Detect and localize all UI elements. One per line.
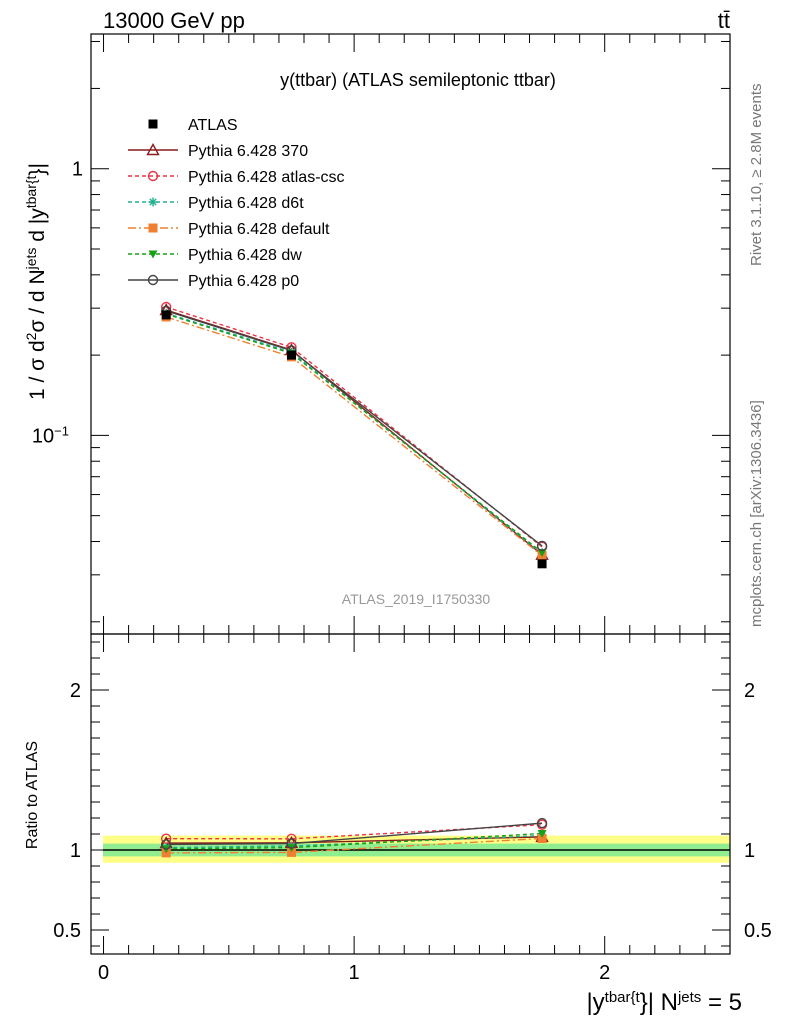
legend-marker-0 — [146, 143, 160, 156]
ratio-series-point-5 — [286, 838, 297, 849]
atlas-data-point — [537, 559, 547, 569]
main-series-point-5 — [536, 540, 548, 552]
main-panel: y(ttbar) (ATLAS semileptonic ttbar) ATLA… — [23, 33, 731, 635]
ratio-series-line-3 — [166, 837, 543, 854]
main-series-markers — [159, 301, 549, 569]
x-axis-label: |ytbar{t}| Njets = 5 — [586, 989, 742, 1017]
main-series-line-0 — [165, 309, 543, 556]
main-y-axis-label: 1 / σ d2σ / d Njets d |ytbar{t}| — [23, 163, 49, 400]
legend-label-3: Pythia 6.428 default — [188, 221, 330, 238]
legend-label-1: Pythia 6.428 atlas-csc — [188, 169, 345, 186]
mcplots-label: mcplots.cern.ch [arXiv:1306.3436] — [748, 400, 765, 627]
legend-label-atlas: ATLAS — [188, 117, 238, 134]
ratio-y-tick-label-left: 1 — [70, 840, 81, 862]
legend-marker-4 — [148, 250, 158, 259]
header-energy-label: 13000 GeV pp — [103, 8, 245, 33]
ratio-frame — [90, 633, 731, 955]
x-tick-label: 2 — [599, 962, 610, 984]
legend-label-4: Pythia 6.428 dw — [188, 247, 302, 264]
legend-marker-atlas — [148, 119, 158, 129]
legend-marker-2 — [148, 197, 158, 207]
main-series-line-4 — [165, 313, 543, 553]
ratio-y-tick-label-right: 1 — [744, 840, 755, 862]
ratio-axis-ticks: 0.5 0.5 1 1 2 2 0 1 2 — [53, 634, 772, 984]
header-process-label: tt̄ — [718, 8, 730, 33]
atlas-data-point — [161, 310, 171, 320]
main-frame — [90, 33, 731, 635]
ratio-series-point-3 — [286, 847, 296, 857]
ratio-series-point-5 — [536, 817, 548, 829]
ratio-y-tick-label-left: 0.5 — [53, 920, 81, 942]
main-y-tick-label: 10−1 — [32, 423, 69, 448]
legend-marker-3 — [148, 223, 158, 233]
main-series-lines — [165, 306, 543, 557]
rivet-version-label: Rivet 3.1.10, ≥ 2.8M events — [748, 84, 765, 267]
x-tick-label: 1 — [349, 962, 360, 984]
ratio-y-axis-label: Ratio to ATLAS — [24, 741, 41, 849]
main-y-tick-label: 1 — [72, 159, 83, 181]
legend-label-2: Pythia 6.428 d6t — [188, 195, 304, 212]
legend-marker-5 — [147, 274, 159, 286]
analysis-watermark: ATLAS_2019_I1750330 — [342, 591, 491, 607]
ratio-y-tick-label-left: 2 — [70, 680, 81, 702]
main-axis-ticks: 1 10−1 — [32, 34, 731, 634]
atlas-data-point — [286, 350, 296, 360]
plot-title: y(ttbar) (ATLAS semileptonic ttbar) — [280, 70, 556, 90]
ratio-panel: 0.5 0.5 1 1 2 2 0 1 2 Ratio to ATLAS |ytbar{t}| … — [24, 633, 772, 1017]
ratio-series-point-3 — [537, 833, 547, 843]
legend-marker-1 — [147, 170, 159, 182]
ratio-y-tick-label-right: 2 — [744, 680, 755, 702]
ratio-series-markers — [159, 817, 549, 858]
main-series-line-2 — [165, 312, 543, 555]
legend-label-5: Pythia 6.428 p0 — [188, 273, 299, 290]
ratio-series-point-5 — [160, 839, 172, 850]
ratio-series-point-4 — [537, 830, 547, 839]
main-series-line-3 — [165, 316, 543, 557]
legend-marker-2-d2 — [149, 198, 157, 206]
main-series-point-4 — [537, 548, 547, 557]
legend-label-0: Pythia 6.428 370 — [188, 143, 308, 160]
x-tick-label: 0 — [98, 962, 109, 984]
legend: ATLAS Pythia 6.428 370 Pythia 6.428 atlas-… — [128, 117, 345, 290]
ratio-y-tick-label-right: 0.5 — [744, 920, 772, 942]
